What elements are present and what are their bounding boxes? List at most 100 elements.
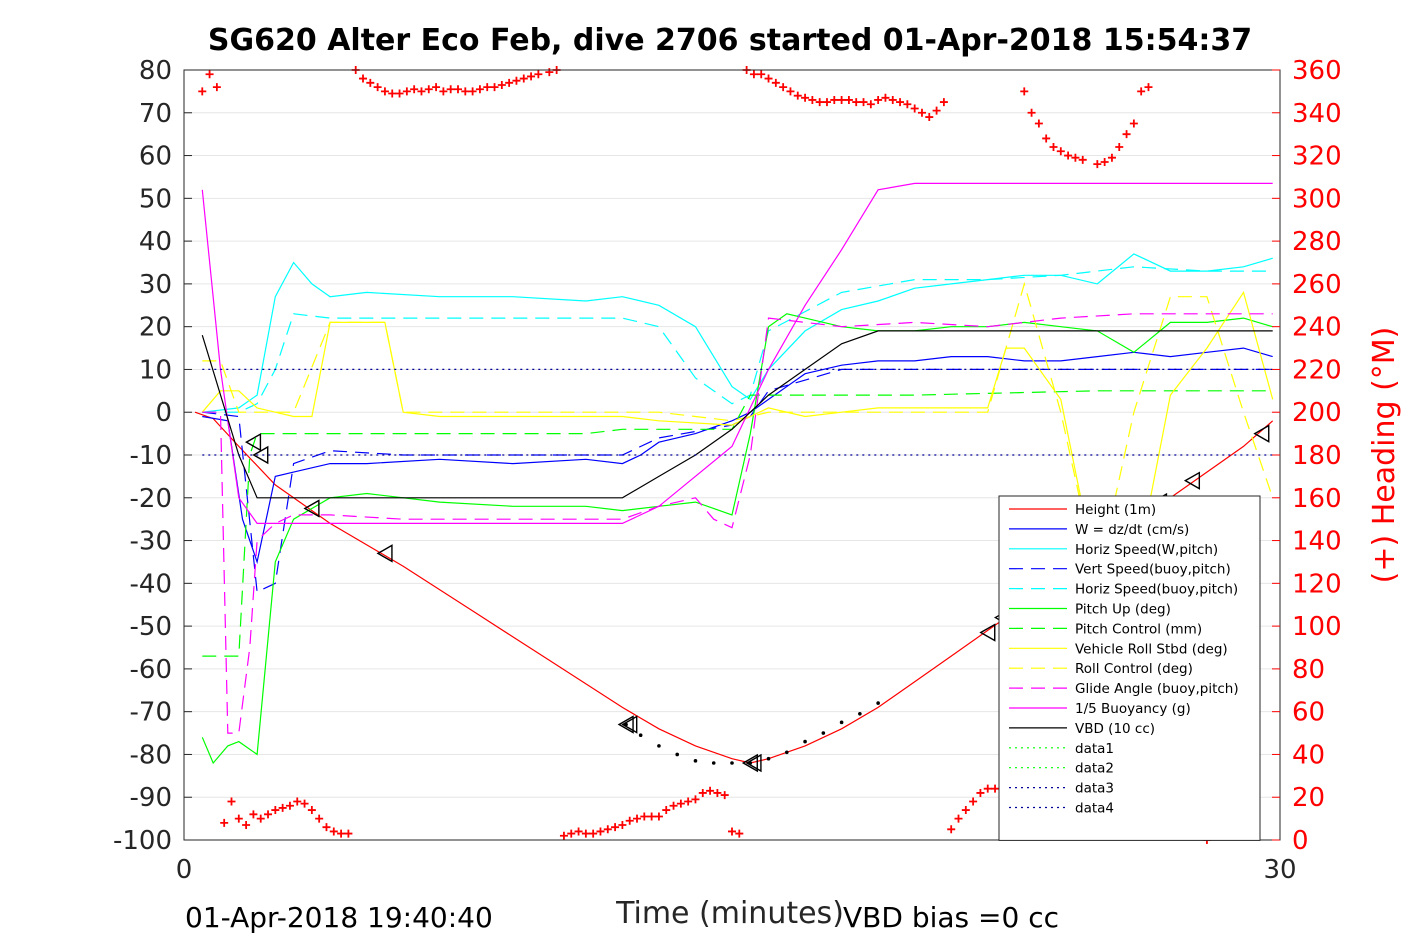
heading-point bbox=[527, 72, 536, 81]
heading-point bbox=[698, 788, 707, 797]
height-marker bbox=[617, 715, 634, 734]
heading-point bbox=[947, 825, 956, 834]
heading-point bbox=[676, 799, 685, 808]
heading-point bbox=[603, 825, 612, 834]
y-right-tick-label: 0 bbox=[1292, 826, 1309, 856]
y-right-tick-label: 240 bbox=[1292, 313, 1342, 343]
legend-label: Vert Speed(buoy,pitch) bbox=[1075, 562, 1231, 578]
heading-point bbox=[896, 98, 905, 107]
heading-point bbox=[512, 76, 521, 85]
series-line-8 bbox=[202, 281, 1274, 580]
axes: 80706050403020100-10-20-30-40-50-60-70-8… bbox=[113, 56, 1342, 885]
heading-point bbox=[249, 810, 258, 819]
legend-label: Vehicle Roll Stbd (deg) bbox=[1075, 641, 1228, 657]
heading-point bbox=[446, 85, 455, 94]
height-marker bbox=[1183, 471, 1201, 490]
heading-point bbox=[461, 87, 470, 96]
heading-point bbox=[983, 784, 992, 793]
series-line-6 bbox=[202, 390, 1273, 657]
heading-point bbox=[205, 70, 214, 79]
heading-point bbox=[771, 78, 780, 87]
y-right-tick-label: 80 bbox=[1292, 655, 1325, 685]
heading-point bbox=[264, 810, 273, 819]
heading-point bbox=[315, 814, 324, 823]
y-tick-label: -70 bbox=[130, 698, 172, 728]
dotted-segment-point bbox=[730, 761, 734, 765]
dotted-segment-point bbox=[821, 731, 826, 735]
heading-point bbox=[844, 95, 853, 104]
legend-label: Glide Angle (buoy,pitch) bbox=[1075, 681, 1239, 697]
y-right-tick-label: 100 bbox=[1292, 612, 1342, 642]
dotted-segment-point bbox=[711, 761, 716, 765]
heading-point bbox=[691, 795, 700, 804]
heading-point bbox=[735, 829, 744, 838]
y-right-tick-label: 20 bbox=[1292, 783, 1325, 813]
heading-point bbox=[859, 98, 868, 107]
heading-point bbox=[439, 87, 448, 96]
heading-point bbox=[749, 70, 758, 79]
y-tick-label: -10 bbox=[130, 441, 172, 471]
height-marker bbox=[1253, 424, 1270, 443]
heading-point bbox=[373, 83, 382, 92]
y-tick-label: 60 bbox=[139, 142, 172, 172]
heading-point bbox=[424, 85, 433, 94]
dotted-segment-point bbox=[693, 759, 698, 763]
heading-point bbox=[581, 829, 590, 838]
heading-point bbox=[454, 85, 462, 94]
heading-point bbox=[662, 806, 671, 815]
heading-point bbox=[1071, 153, 1080, 162]
heading-point bbox=[939, 98, 948, 107]
heading-point bbox=[786, 87, 795, 96]
heading-point bbox=[1129, 119, 1138, 128]
height-marker bbox=[252, 445, 269, 465]
dotted-segment-point bbox=[876, 701, 880, 705]
heading-point bbox=[278, 803, 287, 812]
y-right-tick-label: 120 bbox=[1292, 569, 1342, 599]
dotted-segment-point bbox=[657, 744, 661, 748]
dotted-segment-point bbox=[785, 750, 789, 755]
heading-point bbox=[808, 95, 817, 104]
heading-point bbox=[1078, 155, 1087, 164]
height-marker bbox=[245, 432, 262, 452]
legend-label: Height (1m) bbox=[1075, 502, 1156, 518]
heading-point bbox=[475, 85, 484, 94]
heading-point bbox=[483, 83, 492, 92]
dotted-segment-point bbox=[675, 752, 679, 757]
heading-point bbox=[567, 829, 576, 838]
heading-point bbox=[212, 83, 221, 92]
y-tick-label: 30 bbox=[139, 270, 172, 300]
heading-point bbox=[490, 83, 499, 92]
series-line-5 bbox=[201, 313, 1273, 765]
heading-point bbox=[954, 814, 963, 823]
height-marker bbox=[745, 753, 762, 773]
y-tick-label: -30 bbox=[130, 527, 172, 557]
heading-point bbox=[1144, 83, 1153, 92]
x-axis-label: Time (minutes) bbox=[615, 896, 844, 931]
y-tick-label: -40 bbox=[130, 569, 172, 599]
y-axis-right-label: (+) Heading (°M) bbox=[1367, 327, 1402, 584]
heading-point bbox=[534, 70, 543, 79]
heading-point bbox=[669, 801, 678, 810]
heading-point bbox=[497, 80, 506, 89]
heading-point bbox=[559, 831, 568, 840]
y-right-tick-label: 180 bbox=[1292, 441, 1342, 471]
heading-point bbox=[822, 98, 831, 107]
y-right-tick-label: 280 bbox=[1292, 227, 1342, 257]
heading-point bbox=[1137, 87, 1146, 96]
heading-point bbox=[793, 91, 802, 100]
heading-point bbox=[910, 104, 919, 113]
heading-point bbox=[1122, 130, 1131, 139]
x-tick-label: 0 bbox=[176, 855, 193, 885]
y-tick-label: -20 bbox=[130, 484, 172, 514]
heading-point bbox=[640, 812, 649, 821]
series-line-4 bbox=[202, 266, 1273, 413]
y-tick-label: -50 bbox=[130, 612, 172, 642]
heading-point bbox=[329, 827, 338, 836]
height-marker bbox=[621, 715, 638, 734]
x-tick-label: 30 bbox=[1263, 855, 1296, 885]
y-right-tick-label: 220 bbox=[1292, 355, 1342, 385]
series-line-9 bbox=[202, 313, 1273, 734]
heading-point bbox=[366, 78, 375, 87]
dotted-segment-point bbox=[766, 756, 771, 761]
series-line-2 bbox=[202, 253, 1273, 413]
